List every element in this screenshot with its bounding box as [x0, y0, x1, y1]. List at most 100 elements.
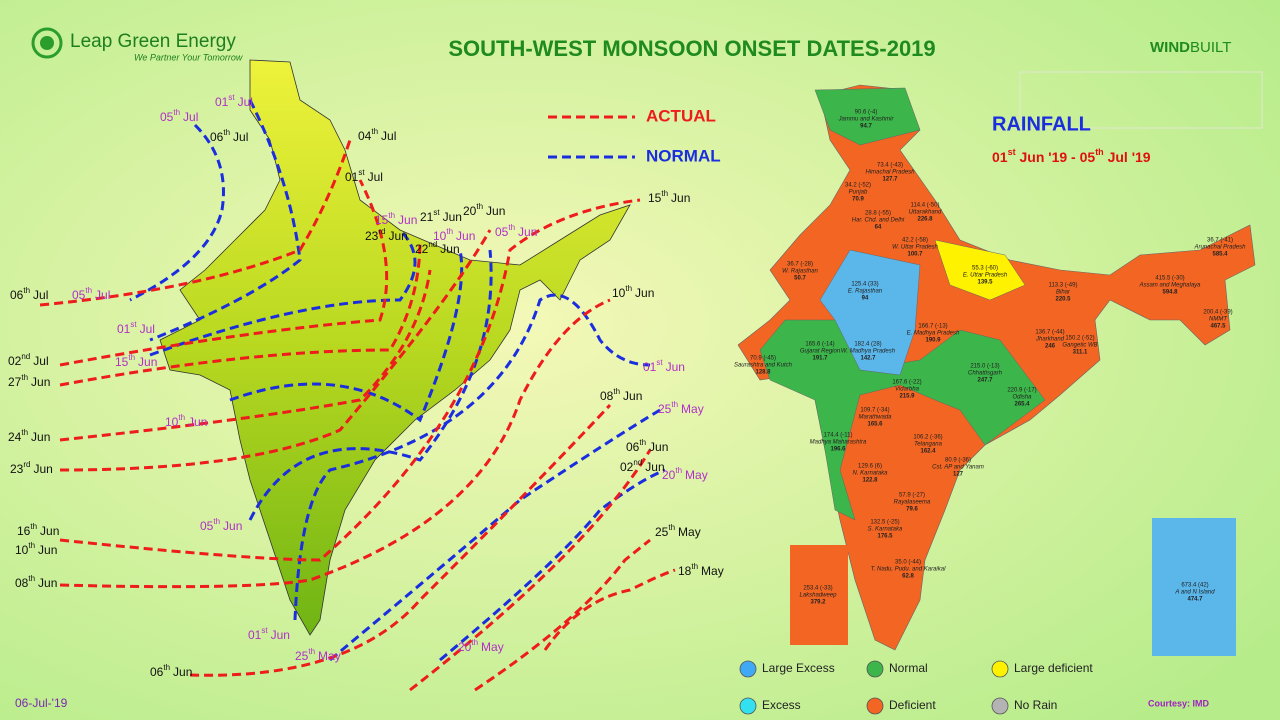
onset-day: 20 [662, 468, 676, 482]
onset-suffix: th [388, 211, 395, 220]
onset-day: 18 [678, 564, 692, 578]
period-suffix: th [1095, 147, 1104, 157]
onset-month: Jun [671, 191, 690, 205]
legend-label: Excess [762, 698, 801, 712]
onset-suffix: th [308, 647, 315, 656]
logo [31, 27, 63, 59]
subdivision-actual: 113.3 (-49) [1049, 283, 1078, 289]
onset-label: 06th Jul [10, 286, 48, 302]
subdivision-normal: 127.7 [882, 177, 898, 183]
normal-line [129, 123, 225, 302]
region-large-excess [819, 249, 921, 376]
brand-bold: WIND [1150, 39, 1190, 56]
onset-month: Jul [238, 95, 253, 109]
subdivision-name: W. Uttar Pradesh [892, 245, 938, 251]
onset-label: 02nd Jul [8, 352, 49, 368]
subdivision-name: Madhya Maharashtra [810, 440, 867, 446]
subdivision-normal: 139.5 [977, 280, 993, 286]
onset-month: Jul [33, 354, 48, 368]
onset-suffix: th [639, 438, 646, 447]
subdivision-name: E. Uttar Pradesh [963, 273, 1008, 279]
onset-month: Jun [635, 286, 654, 300]
subdivision-normal: 128.8 [755, 370, 771, 376]
onset-month: Jun [518, 225, 537, 239]
subdivision-name: T. Nadu, Pudu. and Karaikal [871, 567, 946, 573]
onset-suffix: th [23, 286, 30, 295]
rainfall-title: RAINFALL [992, 113, 1091, 135]
subdivision-actual: 55.3 (-60) [972, 266, 998, 272]
subdivision-normal: 176.5 [877, 534, 893, 540]
onset-label: 22nd Jun [415, 240, 460, 256]
onset-month: Jun [38, 543, 57, 557]
subdivision-name: A and N Island [1174, 590, 1215, 596]
onset-label: 23rd Jun [10, 460, 53, 476]
onset-day: 23 [365, 229, 379, 243]
subdivision-normal: 196.6 [830, 447, 846, 453]
onset-day: 15 [375, 213, 389, 227]
category-legend: Large Excess Normal Large deficient Excess D… [739, 660, 1093, 715]
onset-day: 08 [15, 576, 29, 590]
courtesy: Courtesy: IMD [1148, 698, 1210, 708]
onset-suffix: th [446, 227, 453, 236]
onset-suffix: th [21, 428, 28, 437]
subdivision-name: N. Karnataka [852, 471, 888, 477]
region-normal [814, 87, 921, 146]
onset-month: Jul [140, 322, 155, 336]
subdivision-name: Rayalaseema [894, 500, 931, 506]
onset-day: 02 [8, 354, 22, 368]
onset-month: Jun [40, 524, 59, 538]
onset-suffix: th [85, 286, 92, 295]
subdivision-actual: 166.7 (-13) [918, 324, 947, 330]
onset-day: 22 [415, 242, 429, 256]
subdivision-normal: 226.8 [917, 217, 933, 223]
subdivision-name: Himachal Pradesh [865, 170, 915, 176]
subdivision-name: NMMT [1209, 317, 1228, 323]
onset-label: 24th Jun [8, 428, 50, 444]
subdivision-normal: 94.7 [860, 124, 872, 130]
onset-suffix: st [358, 168, 365, 177]
onset-day: 10 [15, 543, 29, 557]
actual-line [59, 198, 641, 562]
onset-day: 06 [150, 665, 164, 679]
onset-label: 01st Jul [345, 168, 383, 184]
onset-label: 05th Jun [495, 223, 537, 239]
subdivision-normal: 311.1 [1073, 350, 1088, 356]
subdivision-normal: 50.7 [794, 276, 806, 282]
subdivision-actual: 114.4 (-50) [911, 203, 940, 209]
onset-suffix: th [675, 466, 682, 475]
onset-day: 10 [612, 286, 626, 300]
subdivision-name: Punjab [849, 190, 868, 196]
onset-month: Jun [443, 210, 462, 224]
onset-day: 10 [165, 415, 179, 429]
subdivision-normal: 190.9 [925, 338, 941, 344]
actual-line [59, 298, 611, 589]
onset-label: 10th Jun [165, 413, 207, 429]
onset-suffix: th [163, 663, 170, 672]
onset-suffix: th [625, 284, 632, 293]
onset-month: May [685, 468, 708, 482]
subdivision-name: Lakshadweep [799, 593, 837, 599]
period-text: Jul '19 [1104, 149, 1151, 165]
onset-month: May [701, 564, 724, 578]
rainfall-period: 01st Jun '19 - 05th Jul '19 [992, 147, 1151, 164]
subdivision-name: Har. Chd. and Delhi [852, 218, 905, 224]
onset-suffix: th [28, 541, 35, 550]
actual-line [59, 179, 389, 367]
subdivision-name: Uttarakhand [909, 210, 942, 216]
onset-suffix: th [28, 574, 35, 583]
legend-swatch [866, 660, 884, 678]
subdivision-actual: 167.6 (-22) [892, 380, 921, 386]
isolines [39, 99, 676, 692]
onset-suffix: th [508, 223, 515, 232]
subdivision-normal: 122.8 [862, 478, 878, 484]
normal-line [293, 293, 651, 621]
onset-suffix: th [213, 517, 220, 526]
onset-day: 06 [10, 288, 24, 302]
onset-label: 25th May [655, 523, 701, 539]
onset-month: Jul [183, 110, 198, 124]
onset-suffix: th [371, 127, 378, 136]
subdivision-normal: 162.4 [920, 449, 936, 455]
onset-label: 23rd Jun [365, 227, 408, 243]
legend-swatch [739, 697, 757, 715]
onset-label: 15th Jun [648, 189, 690, 205]
